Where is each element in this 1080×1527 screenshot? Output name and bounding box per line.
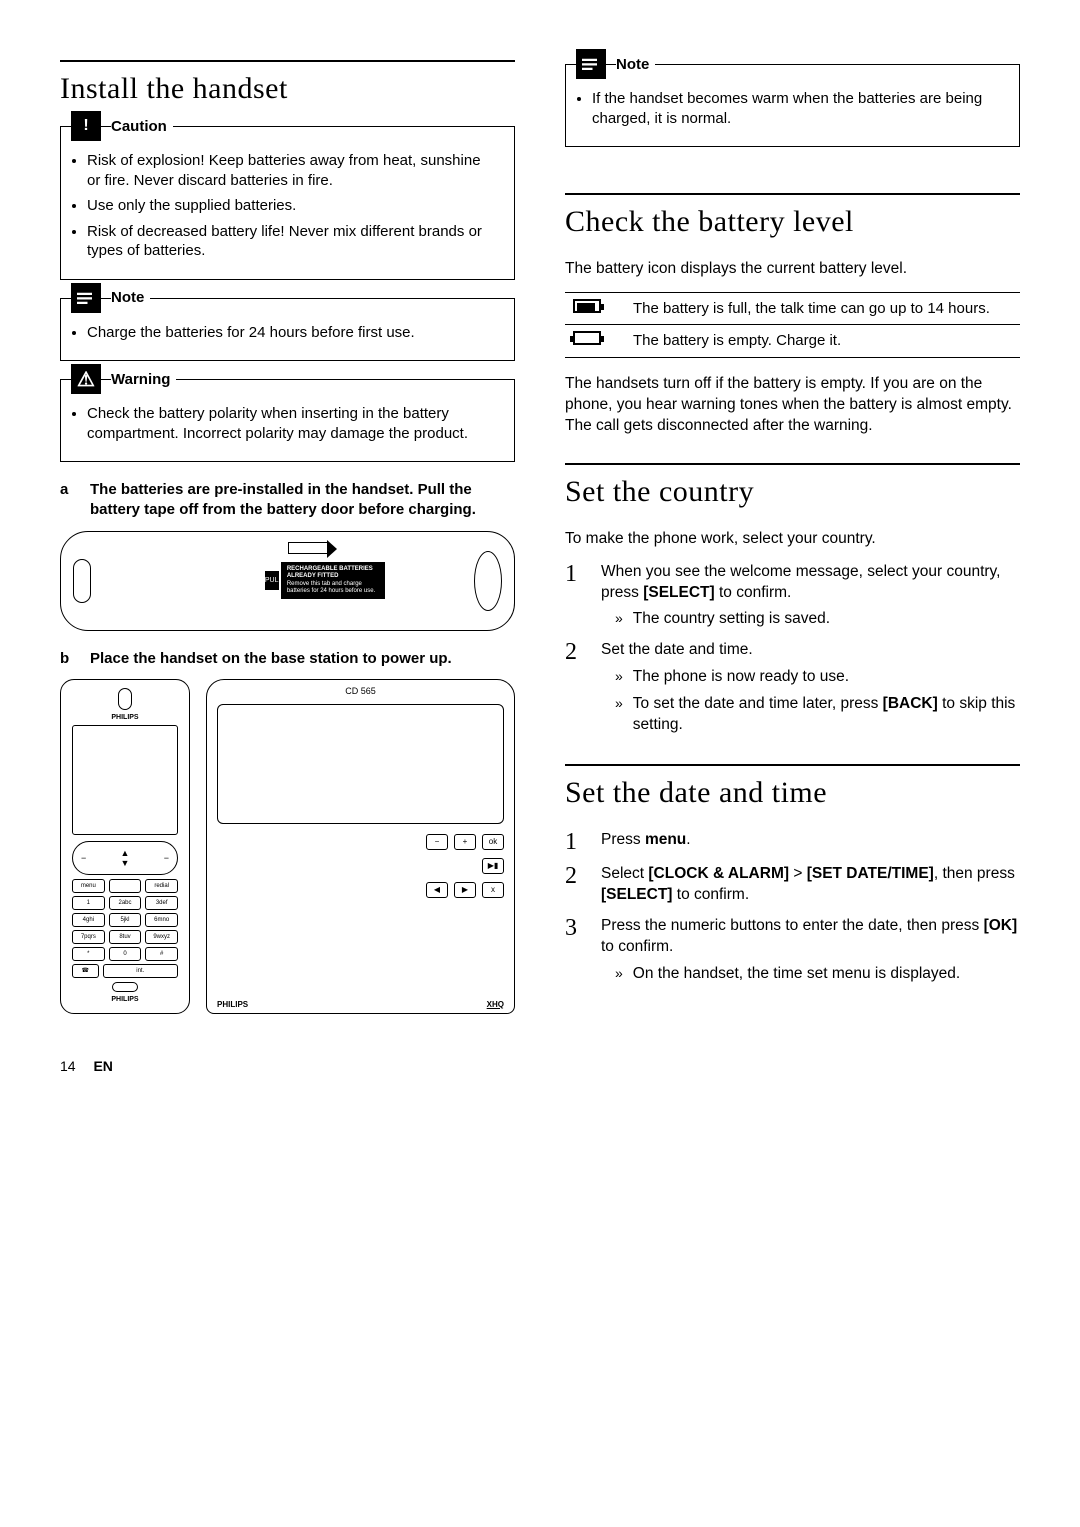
battery-empty-icon xyxy=(573,331,601,345)
caution-title: Caution xyxy=(111,118,173,135)
battery-tab-text: RECHARGEABLE BATTERIES ALREADY FITTED Re… xyxy=(281,562,385,599)
note-title: Note xyxy=(616,56,655,73)
note-item: If the handset becomes warm when the bat… xyxy=(592,89,1001,128)
step-2: 2 Select [CLOCK & ALARM] > [SET DATE/TIM… xyxy=(565,864,1020,906)
caution-item: Use only the supplied batteries. xyxy=(87,196,496,216)
set-date-time-steps: 1 Press menu. 2 Select [CLOCK & ALARM] >… xyxy=(565,830,1020,985)
step-text: The batteries are pre-installed in the h… xyxy=(90,480,515,521)
warning-box: ⚠ Warning Check the battery polarity whe… xyxy=(60,379,515,462)
substep: »On the handset, the time set menu is di… xyxy=(601,964,1020,985)
battery-full-icon xyxy=(573,299,601,313)
warning-icon: ⚠ xyxy=(71,364,101,394)
check-battery-intro: The battery icon displays the current ba… xyxy=(565,259,1020,280)
heading-set-date-time: Set the date and time xyxy=(565,764,1020,810)
page-lang: EN xyxy=(93,1058,112,1074)
step-2: 2 Set the date and time. »The phone is n… xyxy=(565,640,1020,736)
base-station-diagram: CD 565 −+ok ▶▮ ◀▶x PHILIPS XHQ xyxy=(206,679,515,1014)
caution-box: ! Caution Risk of explosion! Keep batter… xyxy=(60,126,515,280)
step-label: b xyxy=(60,649,76,669)
battery-illustration: PULL RECHARGEABLE BATTERIES ALREADY FITT… xyxy=(60,531,515,631)
step-1: 1 Press menu. xyxy=(565,830,1020,854)
set-country-steps: 1 When you see the welcome message, sele… xyxy=(565,562,1020,736)
warning-title: Warning xyxy=(111,371,176,388)
battery-empty-text: The battery is empty. Charge it. xyxy=(625,325,1020,358)
table-row: The battery is full, the talk time can g… xyxy=(565,292,1020,325)
substep: »To set the date and time later, press [… xyxy=(601,694,1020,736)
warning-item: Check the battery polarity when insertin… xyxy=(87,404,496,443)
step-1: 1 When you see the welcome message, sele… xyxy=(565,562,1020,631)
step-a: a The batteries are pre-installed in the… xyxy=(60,480,515,521)
note-box: Note Charge the batteries for 24 hours b… xyxy=(60,298,515,362)
page-number: 14 xyxy=(60,1058,76,1074)
handset-diagram: PHILIPS −▲▼− menuredial 12abc3def 4ghi5j… xyxy=(60,679,190,1014)
battery-level-table: The battery is full, the talk time can g… xyxy=(565,292,1020,358)
pull-tab-label: PULL xyxy=(265,571,279,590)
caution-item: Risk of explosion! Keep batteries away f… xyxy=(87,151,496,190)
phone-on-base-illustration: PHILIPS −▲▼− menuredial 12abc3def 4ghi5j… xyxy=(60,679,515,1014)
substep: »The phone is now ready to use. xyxy=(601,667,1020,688)
step-text: Place the handset on the base station to… xyxy=(90,649,515,669)
step-b: b Place the handset on the base station … xyxy=(60,649,515,669)
note-icon xyxy=(71,283,101,313)
note-title: Note xyxy=(111,289,150,306)
step-label: a xyxy=(60,480,76,521)
left-column: Install the handset ! Caution Risk of ex… xyxy=(60,60,515,1028)
battery-full-text: The battery is full, the talk time can g… xyxy=(625,292,1020,325)
step-3: 3 Press the numeric buttons to enter the… xyxy=(565,916,1020,985)
set-country-intro: To make the phone work, select your coun… xyxy=(565,529,1020,550)
note-item: Charge the batteries for 24 hours before… xyxy=(87,323,496,343)
heading-check-battery: Check the battery level xyxy=(565,193,1020,239)
heading-install: Install the handset xyxy=(60,60,515,106)
check-battery-detail: The handsets turn off if the battery is … xyxy=(565,374,1020,437)
caution-icon: ! xyxy=(71,111,101,141)
table-row: The battery is empty. Charge it. xyxy=(565,325,1020,358)
caution-item: Risk of decreased battery life! Never mi… xyxy=(87,222,496,261)
page-footer: 14 EN xyxy=(60,1058,1020,1074)
right-column: Note If the handset becomes warm when th… xyxy=(565,60,1020,1028)
heading-set-country: Set the country xyxy=(565,463,1020,509)
note-box-2: Note If the handset becomes warm when th… xyxy=(565,64,1020,147)
note-icon xyxy=(576,49,606,79)
substep: »The country setting is saved. xyxy=(601,609,1020,630)
